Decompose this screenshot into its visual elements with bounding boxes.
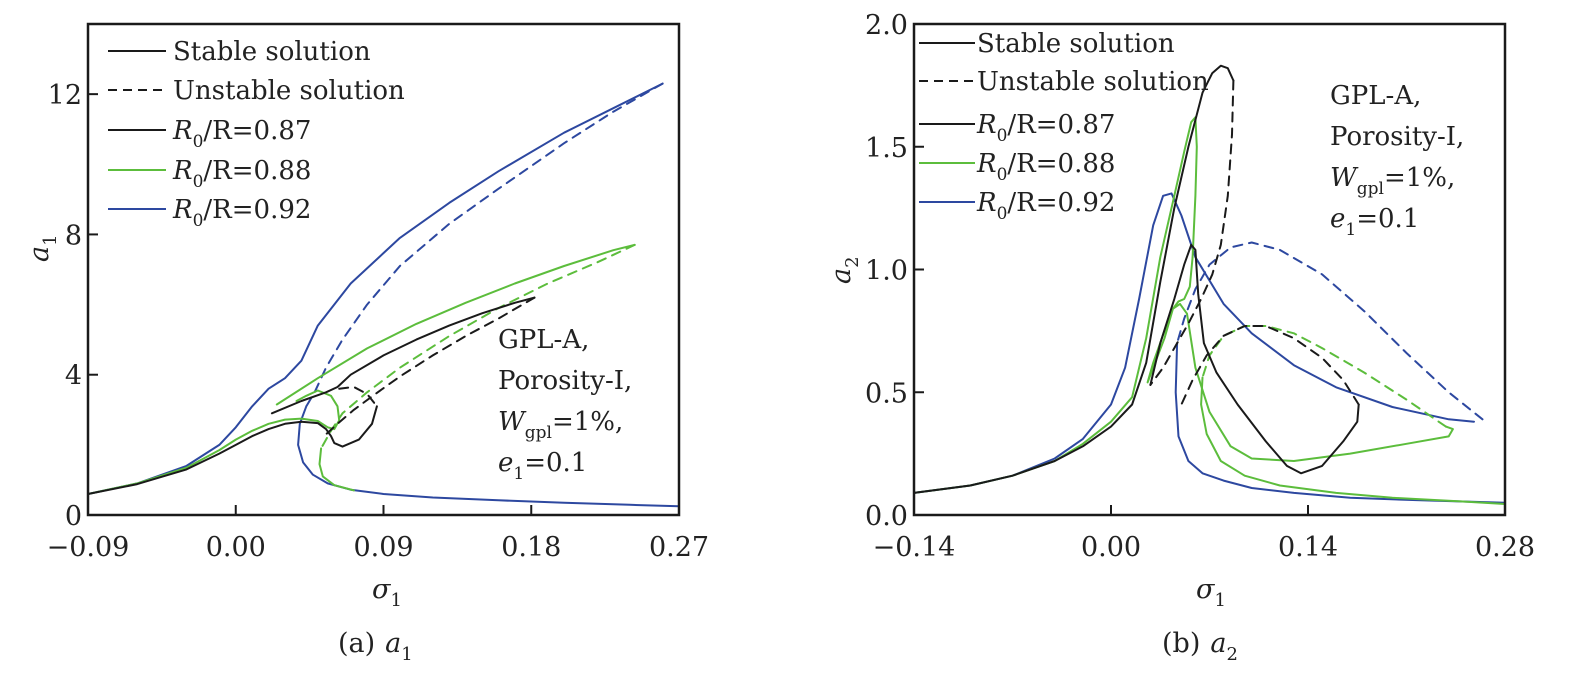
annotation-gpl: GPL-A, — [1330, 81, 1421, 111]
series-line-r088-dashed-5 — [1201, 325, 1447, 428]
x-tick-label: −0.14 — [873, 532, 956, 563]
series-line-r087-solid-7 — [913, 64, 1235, 494]
legend-label-stable: Stable solution — [977, 29, 1175, 59]
panel-b-annotation: GPL-A, Porosity-I, Wgpl=1%, e1=0.1 — [1330, 81, 1464, 240]
y-tick-label: 0 — [65, 501, 82, 532]
legend-label-stable: Stable solution — [173, 37, 371, 67]
y-tick-label: 0.5 — [865, 378, 908, 409]
series-line-r087-dashed-9 — [325, 296, 536, 436]
series-line-r087-dashed-10 — [338, 386, 378, 408]
annotation-wgpl: Wgpl=1%, — [498, 407, 623, 443]
series-line-r092-dashed-1 — [305, 82, 664, 408]
legend-label-r087: R0/R=0.87 — [976, 110, 1115, 146]
annotation-porosity: Porosity-I, — [498, 366, 632, 396]
series-line-r088-dashed-5 — [320, 243, 636, 450]
x-tick-label: 0.28 — [1475, 532, 1535, 563]
series-line-r087-solid-7 — [87, 405, 378, 495]
legend-label-r087: R0/R=0.87 — [172, 116, 311, 152]
panel-a-annotation: GPL-A, Porosity-I, Wgpl=1%, e1=0.1 — [498, 325, 632, 484]
x-tick-label: 0.00 — [206, 532, 266, 563]
annotation-wgpl: Wgpl=1%, — [1330, 163, 1455, 199]
series-line-r087-solid-9 — [1149, 243, 1360, 475]
annotation-e1: e1=0.1 — [498, 448, 587, 484]
panel-a-caption: (a) a1 — [338, 628, 413, 665]
panel-a: −0.09 0.00 0.09 0.18 0.27 0 4 8 12 Stable soluti… — [24, 22, 709, 665]
series-line-r087-solid-8 — [270, 296, 536, 415]
legend-label-r088: R0/R=0.88 — [172, 156, 311, 192]
legend-label-unstable: Unstable solution — [173, 76, 405, 106]
panel-b-curves — [913, 64, 1506, 505]
y-tick-label: 1.5 — [865, 133, 908, 164]
series-line-r092-solid-2 — [1174, 342, 1506, 504]
y-tick-label: 8 — [65, 220, 82, 251]
panel-b-ylabel: a2 — [826, 256, 863, 284]
series-line-r088-solid-4 — [275, 243, 636, 406]
annotation-e1: e1=0.1 — [1330, 204, 1419, 240]
x-tick-label: −0.09 — [47, 532, 130, 563]
series-line-r087-dashed-10 — [1180, 325, 1360, 406]
panel-b-legend: Stable solution Unstable solution R0/R=0… — [919, 29, 1209, 224]
legend-label-r092: R0/R=0.92 — [172, 195, 311, 231]
panel-a-ticks: −0.09 0.00 0.09 0.18 0.27 0 4 8 12 — [47, 80, 709, 563]
panel-b-ticks: −0.14 0.00 0.14 0.28 0.0 0.5 1.0 1.5 2.0 — [865, 10, 1535, 563]
y-tick-label: 12 — [48, 80, 82, 111]
y-tick-label: 0.0 — [865, 501, 908, 532]
series-line-r088-solid-4 — [1146, 256, 1454, 462]
annotation-porosity: Porosity-I, — [1330, 122, 1464, 152]
series-line-r088-solid-3 — [87, 389, 341, 495]
panel-a-curves — [87, 82, 680, 508]
x-tick-label: 0.14 — [1278, 532, 1338, 563]
panel-a-xlabel: σ1 — [372, 574, 402, 611]
x-tick-label: 0.00 — [1081, 532, 1141, 563]
series-line-r088-solid-6 — [1200, 376, 1506, 505]
series-line-r092-solid-0 — [87, 82, 664, 495]
panel-a-legend: Stable solution Unstable solution R0/R=0… — [108, 37, 405, 231]
legend-label-unstable: Unstable solution — [977, 67, 1209, 97]
panel-a-ylabel: a1 — [24, 234, 61, 262]
annotation-gpl: GPL-A, — [498, 325, 589, 355]
x-tick-label: 0.09 — [353, 532, 413, 563]
series-line-r088-solid-6 — [318, 447, 355, 492]
y-tick-label: 2.0 — [865, 10, 908, 41]
series-line-r092-solid-0 — [913, 192, 1475, 494]
y-tick-label: 1.0 — [865, 256, 908, 287]
legend-label-r092: R0/R=0.92 — [976, 188, 1115, 224]
x-tick-label: 0.18 — [501, 532, 561, 563]
x-tick-label: 0.27 — [649, 532, 709, 563]
panel-b: −0.14 0.00 0.14 0.28 0.0 0.5 1.0 1.5 2.0 Stable … — [826, 10, 1535, 665]
legend-label-r088: R0/R=0.88 — [976, 149, 1115, 185]
y-tick-label: 4 — [65, 361, 82, 392]
series-line-r087-dashed-8 — [1149, 79, 1235, 386]
panel-b-caption: (b) a2 — [1162, 628, 1238, 665]
panel-b-xlabel: σ1 — [1196, 574, 1226, 611]
series-line-r092-dashed-1 — [1176, 241, 1484, 421]
